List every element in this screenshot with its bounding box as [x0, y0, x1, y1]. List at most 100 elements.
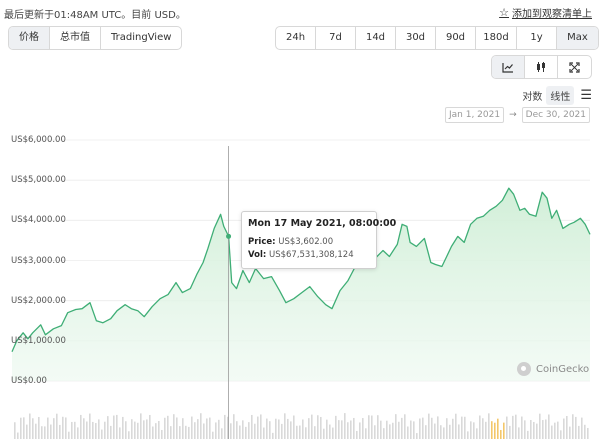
volume-bar [548, 414, 550, 439]
volume-bar [332, 427, 334, 439]
volume-bar [503, 422, 505, 439]
volume-bar [524, 420, 526, 439]
volume-bar [56, 413, 58, 439]
tab-tradingview[interactable]: TradingView [111, 32, 172, 43]
volume-bar [416, 433, 418, 439]
range-180d[interactable]: 180d [476, 27, 517, 49]
volume-bar [341, 420, 343, 439]
volume-bar [320, 416, 322, 439]
volume-bar [218, 419, 220, 439]
volume-bar [515, 414, 517, 439]
volume-bar [65, 417, 67, 439]
volume-bar [122, 416, 124, 439]
candlestick-button[interactable] [525, 56, 558, 78]
volume-bar [146, 419, 148, 439]
range-14d[interactable]: 14d [356, 27, 396, 49]
volume-bar [239, 425, 241, 439]
volume-bar [248, 422, 250, 439]
volume-bar [368, 415, 370, 439]
volume-bar [260, 414, 262, 439]
price-line [11, 187, 591, 352]
volume-bar [305, 427, 307, 439]
volume-bar [350, 420, 352, 439]
range-24h[interactable]: 24h [276, 27, 316, 49]
volume-bar [74, 421, 76, 439]
volume-bar [215, 422, 217, 439]
volume-bar [539, 413, 541, 439]
volume-bar [113, 415, 115, 439]
volume-bar [467, 431, 469, 439]
volume-bar [521, 416, 523, 439]
candlestick-icon [537, 62, 545, 72]
volume-bar [227, 416, 229, 439]
volume-bar [569, 426, 571, 439]
volume-bar [422, 417, 424, 439]
volume-bar [563, 418, 565, 439]
line-chart-button[interactable] [492, 56, 525, 78]
volume-bar [338, 420, 340, 439]
tab-price[interactable]: 价格 [9, 27, 50, 49]
volume-bar [461, 416, 463, 439]
volume-bar [143, 420, 145, 439]
volume-bar [197, 419, 199, 439]
volume-bar [200, 413, 202, 439]
tooltip-volume-value: US$67,531,308,124 [268, 250, 354, 260]
scale-linear-option[interactable]: 线性 [546, 86, 575, 105]
volume-bar [170, 426, 172, 439]
volume-bar [581, 417, 583, 439]
volume-bar [158, 420, 160, 439]
volume-bar [44, 426, 46, 439]
volume-bar [287, 418, 289, 439]
volume-bar [296, 425, 298, 439]
volume-bar [41, 426, 43, 439]
volume-bar [497, 418, 499, 439]
price-area [12, 188, 590, 381]
date-from-input[interactable]: Jan 1, 2021 [445, 107, 505, 123]
date-to-input[interactable]: Dec 30, 2021 [521, 107, 590, 123]
range-7d[interactable]: 7d [316, 27, 356, 49]
volume-bar [275, 418, 277, 439]
volume-bar [308, 418, 310, 439]
volume-bar [29, 413, 31, 439]
brand-name: CoinGecko [536, 363, 590, 375]
tooltip-date: Mon 17 May 2021, 08:00:00 [248, 218, 397, 229]
volume-bar [251, 414, 253, 439]
tab-market-cap[interactable]: 总市值 [50, 27, 101, 49]
volume-bar [518, 427, 520, 439]
volume-bar [398, 421, 400, 439]
volume-bar [578, 425, 580, 439]
volume-bar [470, 421, 472, 439]
volume-bar [302, 419, 304, 439]
volume-bar [50, 424, 52, 439]
volume-bar [335, 415, 337, 439]
chart-type-toggle [491, 55, 592, 79]
volume-bar [188, 426, 190, 439]
fullscreen-button[interactable] [558, 56, 591, 78]
range-max[interactable]: Max [557, 27, 598, 49]
volume-bar [401, 417, 403, 439]
scale-log-option[interactable]: 对数 [522, 92, 543, 103]
volume-bar [479, 415, 481, 439]
volume-bar [89, 413, 91, 439]
volume-bar [494, 422, 496, 439]
volume-bar [566, 416, 568, 439]
volume-bar [377, 415, 379, 439]
range-90d[interactable]: 90d [436, 27, 476, 49]
time-range-tabs: 24h 7d 14d 30d 90d 180d 1y Max [275, 26, 599, 50]
menu-icon[interactable]: ☰ [580, 88, 592, 103]
volume-bar [26, 424, 28, 439]
scale-toggle: 对数 线性 ☰ [518, 86, 592, 105]
volume-bar [359, 422, 361, 439]
tooltip-volume-row: Vol: US$67,531,308,124 [248, 250, 370, 260]
volume-bar [212, 431, 214, 439]
volume-bar [194, 422, 196, 439]
volume-bar [134, 421, 136, 439]
range-1y[interactable]: 1y [517, 27, 557, 49]
volume-bar [191, 416, 193, 439]
volume-bar [167, 415, 169, 439]
volume-bar [38, 416, 40, 439]
volume-bar [83, 418, 85, 439]
range-30d[interactable]: 30d [396, 27, 436, 49]
volume-bar [242, 420, 244, 439]
add-to-watchlist-link[interactable]: ☆ 添加到观察清单上 [499, 5, 592, 20]
